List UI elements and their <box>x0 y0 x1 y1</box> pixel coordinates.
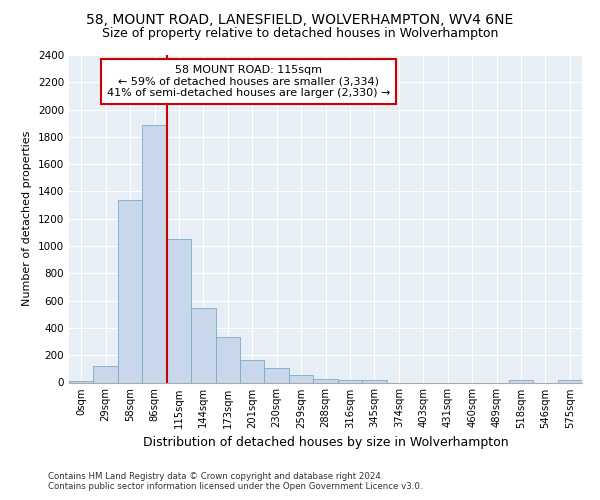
Bar <box>69 381 94 382</box>
Y-axis label: Number of detached properties: Number of detached properties <box>22 131 32 306</box>
Text: Contains HM Land Registry data © Crown copyright and database right 2024.
Contai: Contains HM Land Registry data © Crown c… <box>48 472 422 491</box>
Text: Size of property relative to detached houses in Wolverhampton: Size of property relative to detached ho… <box>102 28 498 40</box>
Bar <box>167 239 191 382</box>
Bar <box>289 374 313 382</box>
Bar <box>313 379 338 382</box>
Bar <box>509 380 533 382</box>
Bar <box>191 308 215 382</box>
Bar <box>142 124 167 382</box>
Bar <box>557 380 582 382</box>
Bar <box>362 380 386 382</box>
Bar <box>265 368 289 382</box>
Bar <box>118 200 142 382</box>
Text: 58, MOUNT ROAD, LANESFIELD, WOLVERHAMPTON, WV4 6NE: 58, MOUNT ROAD, LANESFIELD, WOLVERHAMPTO… <box>86 12 514 26</box>
Bar <box>240 360 265 382</box>
Bar <box>215 337 240 382</box>
Text: 58 MOUNT ROAD: 115sqm
← 59% of detached houses are smaller (3,334)
41% of semi-d: 58 MOUNT ROAD: 115sqm ← 59% of detached … <box>107 65 390 98</box>
X-axis label: Distribution of detached houses by size in Wolverhampton: Distribution of detached houses by size … <box>143 436 508 449</box>
Bar <box>94 366 118 382</box>
Bar <box>338 380 362 382</box>
